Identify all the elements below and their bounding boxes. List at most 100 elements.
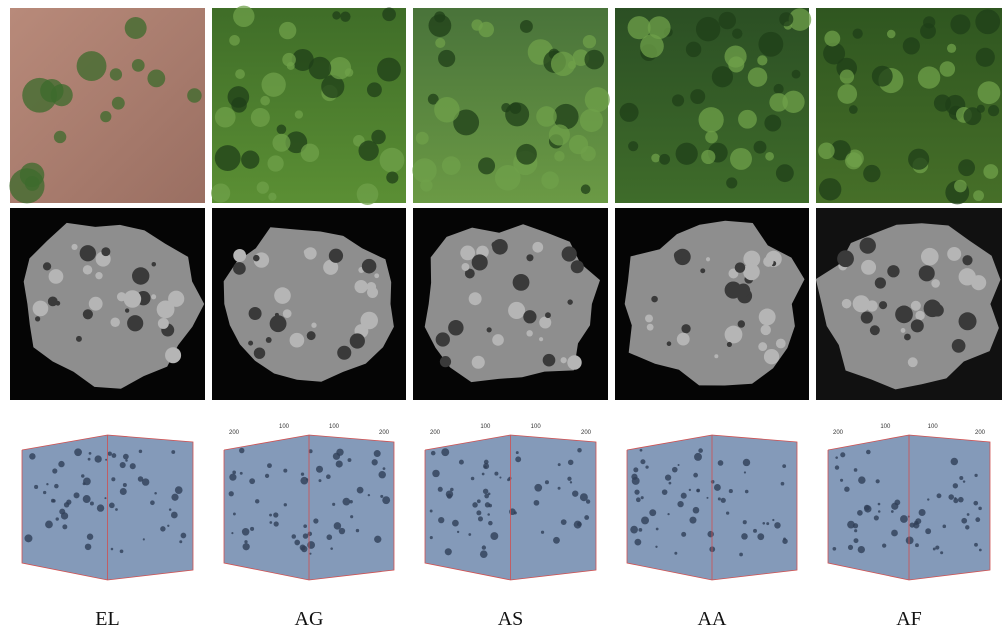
pore xyxy=(948,494,954,500)
grain xyxy=(645,314,653,322)
vegetation xyxy=(229,35,240,46)
pore xyxy=(953,498,958,503)
vegetation xyxy=(947,44,956,53)
vegetation xyxy=(132,59,145,72)
grain xyxy=(539,317,551,329)
pore xyxy=(108,452,112,456)
grain xyxy=(33,301,49,317)
pore xyxy=(483,489,488,494)
grain xyxy=(895,306,913,324)
vegetation xyxy=(628,141,638,151)
pore xyxy=(143,538,145,540)
vegetation xyxy=(983,164,998,179)
pore xyxy=(574,521,582,529)
grain xyxy=(354,280,367,293)
pore xyxy=(854,468,858,472)
pore xyxy=(482,545,486,549)
vegetation xyxy=(748,67,768,87)
pore xyxy=(678,464,680,466)
vegetation xyxy=(377,58,401,82)
pore xyxy=(284,503,287,506)
grain xyxy=(904,334,911,341)
pore xyxy=(175,486,183,494)
grain xyxy=(911,319,924,332)
axis-label: 200 xyxy=(975,430,986,436)
pore xyxy=(681,532,686,537)
pore xyxy=(584,515,589,520)
vegetation xyxy=(845,152,862,169)
vegetation xyxy=(516,144,537,165)
pore xyxy=(330,547,333,550)
pore xyxy=(243,543,250,550)
pore xyxy=(457,531,459,533)
grain xyxy=(700,268,705,273)
field-photo xyxy=(816,8,1002,203)
vegetation xyxy=(887,30,896,39)
pore xyxy=(487,513,490,516)
vegetation xyxy=(568,61,576,69)
pore xyxy=(326,534,332,540)
pore xyxy=(672,467,678,473)
pore xyxy=(300,544,306,550)
pore xyxy=(961,518,967,524)
pore xyxy=(301,472,304,475)
grain xyxy=(43,262,51,270)
vegetation xyxy=(257,181,269,193)
grain xyxy=(759,309,776,326)
vegetation xyxy=(435,38,445,48)
pore xyxy=(833,547,837,551)
vegetation xyxy=(267,155,283,171)
pore xyxy=(336,460,343,467)
grain xyxy=(491,242,498,249)
vegetation xyxy=(25,176,40,191)
vegetation xyxy=(776,164,794,182)
pore xyxy=(179,540,182,543)
pore xyxy=(919,509,926,516)
pore xyxy=(125,459,128,462)
vegetation xyxy=(442,156,461,175)
vegetation xyxy=(676,143,698,165)
pore xyxy=(568,460,574,466)
pore xyxy=(634,490,639,495)
grain xyxy=(908,357,918,367)
grain xyxy=(48,296,58,306)
vegetation xyxy=(950,14,970,34)
vegetation xyxy=(215,145,241,171)
pore xyxy=(368,494,370,496)
pore xyxy=(677,501,683,507)
pore xyxy=(488,504,492,508)
vegetation xyxy=(659,154,670,165)
grain xyxy=(248,341,253,346)
pore xyxy=(83,478,91,486)
pore xyxy=(840,452,845,457)
grain xyxy=(947,247,961,261)
vegetation xyxy=(840,70,854,84)
pore xyxy=(848,545,853,550)
grain xyxy=(249,307,262,320)
pore xyxy=(24,534,32,542)
pore xyxy=(303,524,307,528)
pore xyxy=(87,534,93,540)
vegetation xyxy=(215,107,236,128)
grain xyxy=(545,312,551,318)
pore xyxy=(641,516,649,524)
pore xyxy=(632,477,640,485)
vegetation xyxy=(54,131,66,143)
vegetation xyxy=(819,178,841,200)
pore xyxy=(915,518,921,524)
vegetation xyxy=(774,84,784,94)
vegetation xyxy=(923,16,935,28)
pore xyxy=(951,458,958,465)
grain xyxy=(543,354,556,367)
vegetation xyxy=(792,70,801,79)
pore xyxy=(171,450,175,454)
vegetation xyxy=(520,20,533,33)
pore xyxy=(472,502,477,507)
grain xyxy=(283,309,292,318)
grain xyxy=(469,292,482,305)
vegetation xyxy=(738,110,757,129)
vegetation xyxy=(824,31,840,47)
column-label: AS xyxy=(498,608,524,630)
vegetation xyxy=(918,66,940,88)
pore xyxy=(138,476,144,482)
